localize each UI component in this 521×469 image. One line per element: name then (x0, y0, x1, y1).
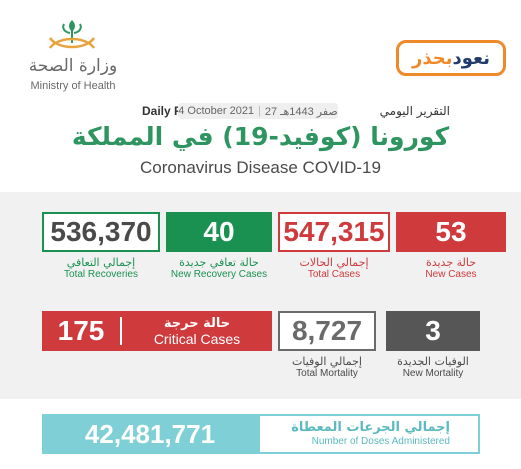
date-hijri: 27 صفر 1443هـ (264, 105, 338, 118)
critical-cases-value: 175 (57, 315, 105, 346)
doses-labels: إجمالي الجرعات المعطاة Number of Doses A… (258, 414, 480, 454)
total-mortality-label-ar: إجمالي الوفيات (292, 355, 362, 368)
date-gregorian: 4 October 2021 (178, 105, 255, 117)
total-recoveries-value: 536,370 (42, 212, 160, 252)
page-title-en: Coronavirus Disease COVID-19 (140, 158, 381, 177)
critical-cases-card: 175 حالة حرجة Critical Cases (42, 311, 272, 351)
campaign-word-2: بحذر (412, 47, 453, 69)
total-cases-card: 547,315 إجمالي الحالات Total Cases (278, 212, 390, 281)
total-recoveries-label-ar: إجمالي التعافي (66, 256, 136, 269)
new-mortality-label-en: New Mortality (402, 368, 464, 379)
new-recoveries-label-en: New Recovery Cases (170, 269, 268, 280)
critical-cases-label-en: Critical Cases (153, 330, 241, 347)
moh-emblem-icon (48, 20, 96, 49)
total-mortality-card: 8,727 إجمالي الوفيات Total Mortality (278, 311, 376, 380)
critical-cases-divider (120, 317, 122, 345)
doses-label-ar: إجمالي الجرعات المعطاة (291, 420, 450, 435)
new-mortality-card: 3 الوفيات الجديدة New Mortality (386, 311, 480, 380)
new-mortality-label-ar: الوفيات الجديدة (397, 355, 469, 368)
new-recoveries-value: 40 (166, 212, 272, 252)
new-mortality-value: 3 (386, 311, 480, 351)
report-label-ar: التقرير اليومي (379, 104, 450, 118)
total-cases-label-en: Total Cases (307, 269, 361, 280)
ministry-name-ar: وزارة الصحة (28, 56, 118, 76)
campaign-badge: نعود بحذر (396, 40, 506, 76)
new-cases-card: 53 حالة جديدة New Cases (396, 212, 506, 281)
new-cases-label-ar: حالة جديدة (425, 256, 477, 269)
new-cases-value: 53 (396, 212, 506, 252)
new-recoveries-label-ar: حالة تعافي جديدة (179, 256, 259, 269)
ministry-logo: وزارة الصحة Ministry of Health (14, 14, 132, 94)
critical-cases-label-ar: حالة حرجة (163, 315, 231, 331)
doses-card: 42,481,771 إجمالي الجرعات المعطاة Number… (42, 414, 480, 454)
report-date: 4 October 2021 | 27 صفر 1443هـ (178, 103, 338, 119)
critical-cases-labels: حالة حرجة Critical Cases (122, 311, 272, 351)
total-recoveries-label-en: Total Recoveries (64, 269, 138, 280)
ministry-name-en: Ministry of Health (30, 80, 116, 92)
total-cases-value: 547,315 (278, 212, 390, 252)
report-line: Daily Report 4 October 2021 | 27 صفر 144… (0, 103, 521, 120)
total-mortality-value: 8,727 (278, 311, 376, 351)
page-title-ar: كورونا (كوفيد-19) في المملكة (71, 122, 450, 151)
total-cases-label-ar: إجمالي الحالات (299, 256, 369, 269)
doses-label-en: Number of Doses Administered (311, 436, 450, 447)
date-separator: | (258, 105, 261, 117)
campaign-word-1: نعود (452, 47, 490, 69)
total-mortality-label-en: Total Mortality (296, 368, 358, 379)
total-recoveries-card: 536,370 إجمالي التعافي Total Recoveries (42, 212, 160, 281)
doses-value: 42,481,771 (42, 414, 258, 454)
new-cases-label-en: New Cases (425, 269, 477, 280)
new-recoveries-card: 40 حالة تعافي جديدة New Recovery Cases (166, 212, 272, 281)
